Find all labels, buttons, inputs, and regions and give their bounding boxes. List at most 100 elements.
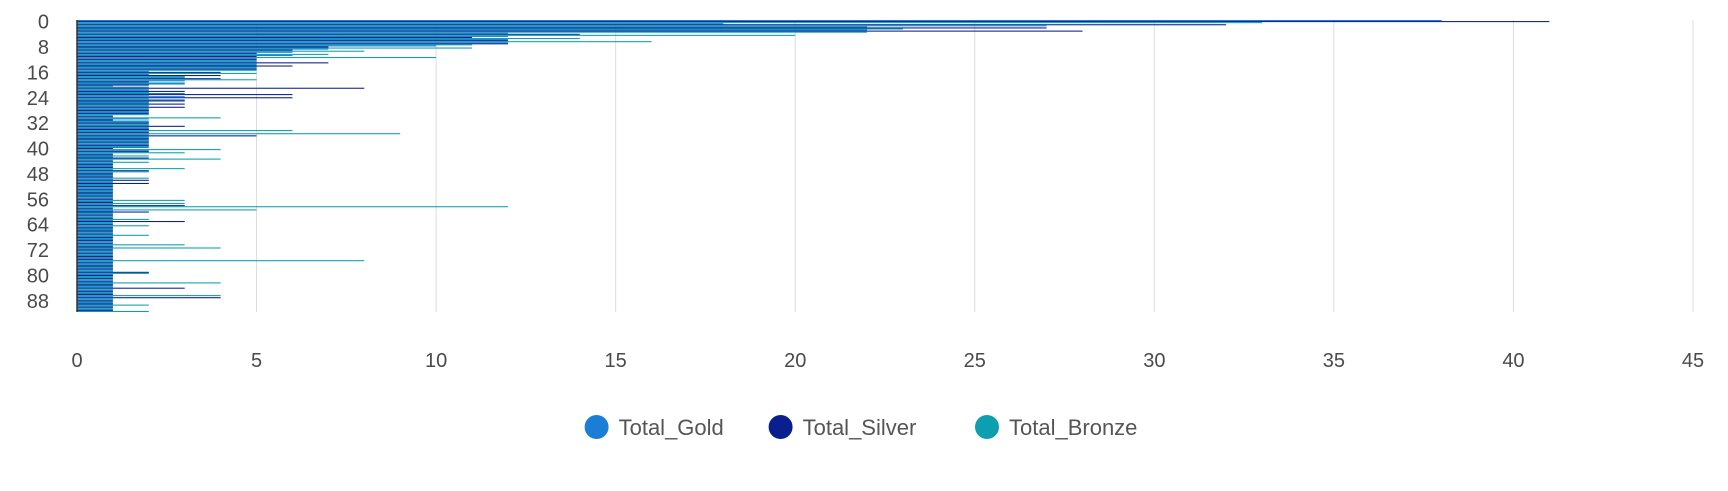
legend-item-total-silver[interactable]: Total_Silver xyxy=(768,415,917,440)
bar-total-gold-63[interactable] xyxy=(77,219,113,222)
bar-total-silver-45[interactable] xyxy=(77,163,113,165)
bar-total-bronze-89[interactable] xyxy=(77,304,149,306)
bar-total-silver-39[interactable] xyxy=(77,144,149,146)
bar-total-silver-59[interactable] xyxy=(77,208,113,210)
bar-total-bronze-35[interactable] xyxy=(77,133,401,135)
bar-total-gold-78[interactable] xyxy=(77,267,113,269)
bar-total-gold-73[interactable] xyxy=(77,251,113,253)
bar-total-bronze-28[interactable] xyxy=(77,110,149,113)
bar-total-silver-28[interactable] xyxy=(77,109,149,111)
legend-item-total-bronze[interactable]: Total_Bronze xyxy=(975,415,1137,440)
bar-total-bronze-36[interactable] xyxy=(77,136,149,138)
bar-total-gold-91[interactable] xyxy=(77,308,113,310)
bar-total-silver-58[interactable] xyxy=(77,205,185,207)
bar-total-bronze-16[interactable] xyxy=(77,72,257,74)
bar-total-silver-60[interactable] xyxy=(77,211,149,213)
bar-total-gold-76[interactable] xyxy=(77,261,113,263)
bar-total-gold-53[interactable] xyxy=(77,188,113,190)
bar-total-gold-34[interactable] xyxy=(77,127,149,129)
bar-total-gold-10[interactable] xyxy=(77,51,293,53)
bar-total-silver-13[interactable] xyxy=(77,62,329,64)
bar-total-bronze-32[interactable] xyxy=(77,123,149,125)
bar-total-silver-24[interactable] xyxy=(77,97,293,99)
bar-total-silver-41[interactable] xyxy=(77,151,149,153)
bar-total-silver-47[interactable] xyxy=(77,170,149,172)
bar-total-silver-55[interactable] xyxy=(77,195,113,197)
bar-total-silver-56[interactable] xyxy=(77,198,113,200)
bar-total-gold-67[interactable] xyxy=(77,232,113,234)
bar-total-silver-4[interactable] xyxy=(77,33,580,35)
bar-total-silver-16[interactable] xyxy=(77,71,221,73)
bar-total-gold-11[interactable] xyxy=(77,54,293,56)
bar-total-silver-48[interactable] xyxy=(77,173,113,175)
bar-total-bronze-3[interactable] xyxy=(77,31,868,33)
bar-total-gold-86[interactable] xyxy=(77,292,113,295)
bar-total-bronze-25[interactable] xyxy=(77,101,149,103)
bar-total-gold-66[interactable] xyxy=(77,229,113,231)
bar-total-silver-5[interactable] xyxy=(77,36,473,38)
bar-total-bronze-20[interactable] xyxy=(77,85,113,87)
bar-total-bronze-73[interactable] xyxy=(77,253,113,255)
bar-total-bronze-18[interactable] xyxy=(77,79,257,81)
bar-total-bronze-50[interactable] xyxy=(77,180,113,182)
bar-total-gold-8[interactable] xyxy=(77,45,437,47)
bar-total-bronze-60[interactable] xyxy=(77,212,113,214)
bar-total-gold-40[interactable] xyxy=(77,146,149,149)
bar-total-bronze-83[interactable] xyxy=(77,285,113,287)
bar-total-silver-63[interactable] xyxy=(77,221,185,223)
bar-total-gold-5[interactable] xyxy=(77,35,508,37)
bar-total-silver-1[interactable] xyxy=(77,24,1227,26)
bar-total-bronze-77[interactable] xyxy=(77,266,113,268)
bar-total-bronze-24[interactable] xyxy=(77,98,149,100)
bar-total-silver-61[interactable] xyxy=(77,214,113,216)
bar-total-bronze-6[interactable] xyxy=(77,41,652,43)
bar-total-gold-48[interactable] xyxy=(77,172,113,174)
bar-total-silver-3[interactable] xyxy=(77,30,1083,32)
bar-total-bronze-29[interactable] xyxy=(77,114,149,116)
bar-total-silver-65[interactable] xyxy=(77,227,113,229)
bar-total-silver-46[interactable] xyxy=(77,167,113,169)
legend[interactable]: Total_Gold Total_Silver Total_Bronze xyxy=(584,415,1138,440)
bar-total-gold-32[interactable] xyxy=(77,121,149,123)
bar-total-gold-49[interactable] xyxy=(77,175,113,177)
bar-total-gold-83[interactable] xyxy=(77,283,113,285)
bar-total-gold-69[interactable] xyxy=(77,239,113,241)
bar-total-gold-31[interactable] xyxy=(77,118,149,120)
bar-total-silver-9[interactable] xyxy=(77,49,293,51)
bar-total-silver-19[interactable] xyxy=(77,81,149,83)
bar-total-bronze-14[interactable] xyxy=(77,66,257,68)
bar-total-gold-25[interactable] xyxy=(77,99,185,101)
bar-total-bronze-7[interactable] xyxy=(77,44,473,46)
bar-total-silver-73[interactable] xyxy=(77,252,113,254)
bar-total-gold-19[interactable] xyxy=(77,80,185,82)
bar-total-silver-11[interactable] xyxy=(77,55,257,58)
bar-total-gold-38[interactable] xyxy=(77,140,149,142)
bar-total-silver-38[interactable] xyxy=(77,141,149,143)
bar-total-bronze-55[interactable] xyxy=(77,196,113,198)
bar-total-gold-14[interactable] xyxy=(77,64,257,66)
bar-total-bronze-42[interactable] xyxy=(77,155,149,157)
bar-total-bronze-49[interactable] xyxy=(77,177,149,179)
bar-total-bronze-79[interactable] xyxy=(77,272,149,274)
bar-total-bronze-11[interactable] xyxy=(77,57,437,59)
bar-total-gold-60[interactable] xyxy=(77,210,113,212)
bar-total-gold-29[interactable] xyxy=(77,112,149,114)
bar-total-bronze-87[interactable] xyxy=(77,298,113,300)
bar-total-bronze-82[interactable] xyxy=(77,282,221,284)
bar-total-silver-20[interactable] xyxy=(77,84,149,86)
bar-total-gold-55[interactable] xyxy=(77,194,113,196)
bar-total-bronze-38[interactable] xyxy=(77,142,149,144)
bar-total-gold-35[interactable] xyxy=(77,131,149,133)
bar-total-silver-79[interactable] xyxy=(77,271,149,273)
bar-total-gold-52[interactable] xyxy=(77,185,113,187)
bar-total-silver-2[interactable] xyxy=(77,27,1047,29)
bar-total-bronze-59[interactable] xyxy=(77,209,257,211)
bar-total-bronze-65[interactable] xyxy=(77,228,113,230)
bar-total-gold-4[interactable] xyxy=(77,32,508,34)
bar-total-silver-34[interactable] xyxy=(77,128,149,131)
bar-total-gold-43[interactable] xyxy=(77,156,113,158)
bar-total-silver-77[interactable] xyxy=(77,265,113,267)
bar-total-silver-40[interactable] xyxy=(77,148,113,150)
bar-total-bronze-52[interactable] xyxy=(77,187,113,189)
bar-total-silver-74[interactable] xyxy=(77,255,113,257)
